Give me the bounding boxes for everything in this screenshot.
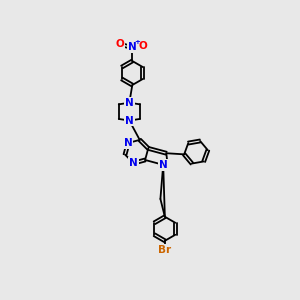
Text: N: N: [125, 98, 134, 108]
Text: O: O: [139, 41, 148, 51]
Text: N: N: [128, 43, 137, 52]
Text: N: N: [124, 138, 133, 148]
Text: N: N: [125, 116, 134, 126]
Text: +: +: [135, 39, 141, 45]
Text: Br: Br: [158, 245, 171, 255]
Text: N: N: [159, 160, 168, 170]
Text: O: O: [116, 39, 124, 50]
Text: N: N: [129, 158, 138, 168]
